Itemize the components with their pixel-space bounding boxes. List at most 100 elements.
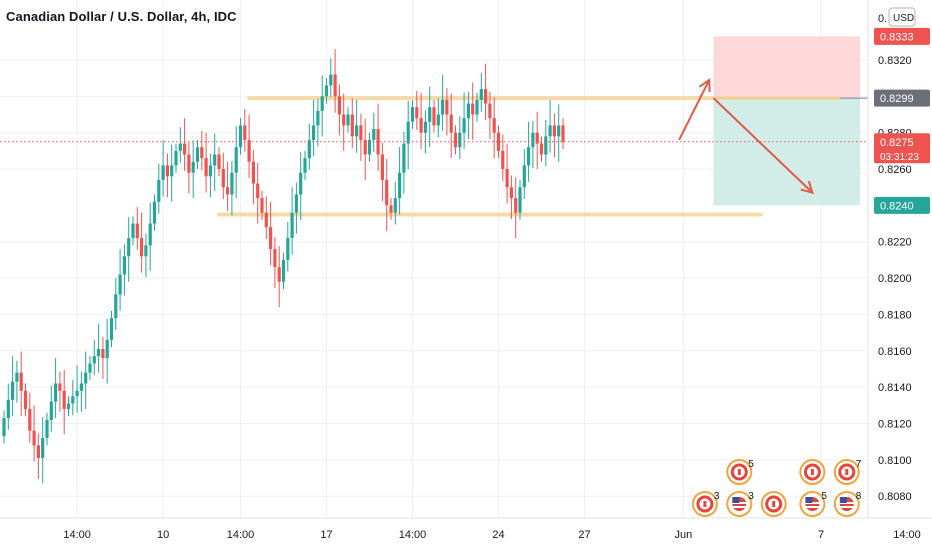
candle-body — [552, 125, 556, 137]
candle — [66, 396, 71, 417]
candle-body — [260, 198, 264, 213]
event-marker[interactable]: 7 — [833, 459, 862, 485]
candle — [496, 125, 501, 159]
candle — [135, 207, 139, 250]
candle-body — [324, 85, 329, 97]
chart-title: Canadian Dollar / U.S. Dollar, 4h, IDC — [6, 9, 237, 24]
candle — [505, 143, 509, 204]
candle — [522, 149, 526, 200]
event-marker[interactable]: 5 — [726, 459, 754, 485]
event-count: 5 — [748, 459, 754, 470]
candle-body — [15, 372, 19, 382]
x-tick-label: 10 — [157, 529, 169, 541]
flag-canton — [732, 497, 740, 503]
candle — [178, 127, 182, 163]
candle — [410, 99, 415, 130]
event-marker[interactable] — [799, 459, 826, 485]
candle-body — [312, 125, 316, 140]
candle-body — [6, 399, 10, 419]
y-tick-label: 0.8100 — [878, 455, 912, 467]
candle-body — [195, 147, 200, 162]
stop-loss-zone — [713, 36, 860, 99]
candle — [264, 196, 268, 240]
candle — [324, 78, 329, 104]
candle-body — [398, 172, 402, 199]
candle — [54, 358, 58, 419]
candle-body — [247, 139, 251, 162]
event-marker[interactable]: 8 — [833, 491, 862, 517]
candle — [445, 88, 449, 136]
candle — [466, 91, 470, 140]
candle-body — [45, 419, 49, 439]
candle — [32, 405, 36, 462]
event-marker[interactable]: 5 — [799, 491, 827, 517]
candle — [290, 187, 294, 255]
candle-body — [286, 238, 290, 260]
candle — [471, 82, 475, 140]
candle — [260, 190, 264, 220]
candle — [105, 318, 109, 384]
event-marker[interactable]: 3 — [691, 491, 720, 517]
candle-body — [88, 363, 92, 373]
candle-body — [303, 158, 307, 173]
candle — [294, 182, 298, 234]
candle — [157, 163, 161, 214]
candle — [552, 113, 556, 158]
y-tick-label: 0.8320 — [878, 55, 912, 67]
candle-body — [71, 396, 75, 404]
candle — [462, 92, 466, 150]
x-tick-label: 14:00 — [63, 529, 91, 541]
candle — [484, 63, 488, 120]
candle — [127, 217, 131, 282]
price-tag-label: 0.8240 — [880, 200, 914, 212]
price-tag-entry — [874, 89, 930, 107]
candle — [415, 90, 419, 130]
candle-body — [277, 267, 281, 282]
candle — [453, 125, 458, 155]
y-tick-label: 0.8160 — [878, 346, 912, 358]
candle-body — [165, 165, 169, 177]
candles — [2, 49, 565, 484]
candle — [109, 310, 114, 348]
candle-body — [294, 194, 298, 213]
price-tag-label: 0.8299 — [880, 93, 914, 105]
currency-button[interactable]: USD — [888, 7, 916, 27]
candle — [122, 244, 126, 296]
candle-body — [58, 383, 62, 391]
candle-body — [101, 348, 105, 359]
candle-body — [458, 132, 462, 148]
candle — [187, 142, 191, 194]
candle-body — [62, 390, 66, 409]
candle-body — [415, 107, 419, 119]
event-count: 7 — [856, 459, 862, 470]
y-tick-label-top: 0. — [878, 13, 887, 25]
candle-body — [488, 103, 492, 119]
candle-body — [514, 198, 518, 213]
candle-body — [320, 96, 324, 111]
candle-body — [484, 89, 488, 104]
price-tags: 0.8333 0.8299 0.8275 03:31:23 0.8240 — [874, 27, 930, 214]
event-marker[interactable]: 3 — [726, 491, 754, 517]
candle — [204, 132, 208, 193]
event-marker[interactable] — [760, 491, 787, 517]
x-tick-label: 27 — [578, 529, 590, 541]
candle-body — [385, 179, 389, 206]
candle — [393, 181, 397, 225]
candle-body — [479, 89, 483, 100]
candle-body — [337, 96, 341, 115]
candle — [75, 365, 79, 413]
candle — [140, 212, 144, 273]
candle — [28, 392, 32, 443]
candle — [346, 107, 350, 133]
candle — [406, 100, 410, 170]
candle-body — [11, 381, 15, 400]
candle-body — [342, 114, 346, 126]
candle-body — [178, 143, 182, 151]
arrow-head — [800, 180, 814, 195]
candle — [363, 119, 367, 180]
candle-body — [518, 187, 522, 213]
candle — [509, 175, 513, 220]
x-tick-label: Jun — [675, 529, 693, 541]
